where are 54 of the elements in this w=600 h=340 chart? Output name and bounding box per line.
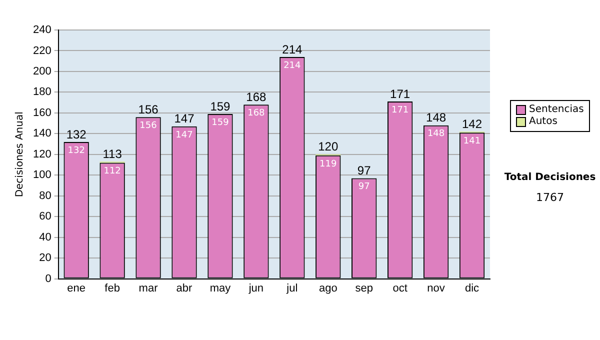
total-label: 156: [138, 102, 159, 116]
text: Total Decisiones: [503, 172, 597, 183]
data-label: 156: [140, 120, 158, 131]
legend-label: Autos: [529, 116, 558, 128]
total-label: 214: [282, 42, 302, 56]
y-tick-label: 80: [39, 190, 52, 202]
x-tick-label: oct: [392, 282, 408, 294]
data-label: 97: [358, 182, 370, 192]
y-tick-label: 0: [45, 272, 52, 285]
data-label: 148: [427, 129, 445, 140]
data-label: 168: [248, 108, 266, 118]
data-label: 132: [68, 146, 85, 156]
y-tick-label: 200: [32, 66, 52, 78]
y-tick-label: 40: [39, 231, 52, 244]
x-tick-label: mar: [138, 282, 158, 294]
y-axis-title: Decisiones Anual: [14, 112, 26, 198]
total-label: 159: [210, 99, 231, 114]
y-tick-label: 20: [39, 252, 52, 264]
x-tick-label: dic: [464, 282, 480, 294]
y-tick-label: 100: [32, 169, 52, 182]
x-tick-label: ago: [318, 282, 338, 294]
x-tick-label: sep: [355, 282, 373, 294]
data-label: 214: [284, 60, 302, 71]
y-tick-label: 240: [32, 24, 52, 36]
x-tick-label: feb: [104, 282, 120, 294]
y-tick-label: 220: [32, 44, 52, 57]
x-tick-label: abr: [176, 282, 193, 294]
total-label: 113: [102, 146, 122, 161]
y-tick-label: 160: [32, 106, 52, 119]
data-label: 171: [391, 105, 409, 116]
text: 1767: [535, 191, 565, 204]
total-label: 147: [174, 112, 195, 126]
total-label: 148: [426, 110, 446, 125]
y-tick-label: 120: [32, 148, 52, 160]
total-label: 120: [318, 140, 338, 154]
x-tick-label: jun: [248, 282, 264, 294]
y-tick-label: 60: [39, 210, 52, 223]
data-label: 159: [212, 118, 230, 128]
data-label: 141: [463, 136, 481, 146]
y-tick-label: 140: [32, 128, 52, 140]
data-label: 119: [320, 159, 337, 170]
total-label: 142: [462, 116, 482, 131]
y-tick-label: 180: [32, 86, 52, 98]
x-tick-label: jul: [286, 282, 298, 294]
x-tick-label: may: [210, 282, 232, 294]
x-tick-label: nov: [427, 282, 446, 294]
data-label: 147: [176, 130, 193, 140]
x-tick-label: ene: [67, 282, 86, 294]
total-label: 168: [246, 90, 267, 104]
total-label: 97: [357, 164, 372, 178]
total-label: 132: [66, 127, 87, 142]
legend-label: Sentencias: [529, 104, 584, 116]
data-label: 112: [104, 166, 121, 177]
total-label: 171: [390, 86, 410, 101]
